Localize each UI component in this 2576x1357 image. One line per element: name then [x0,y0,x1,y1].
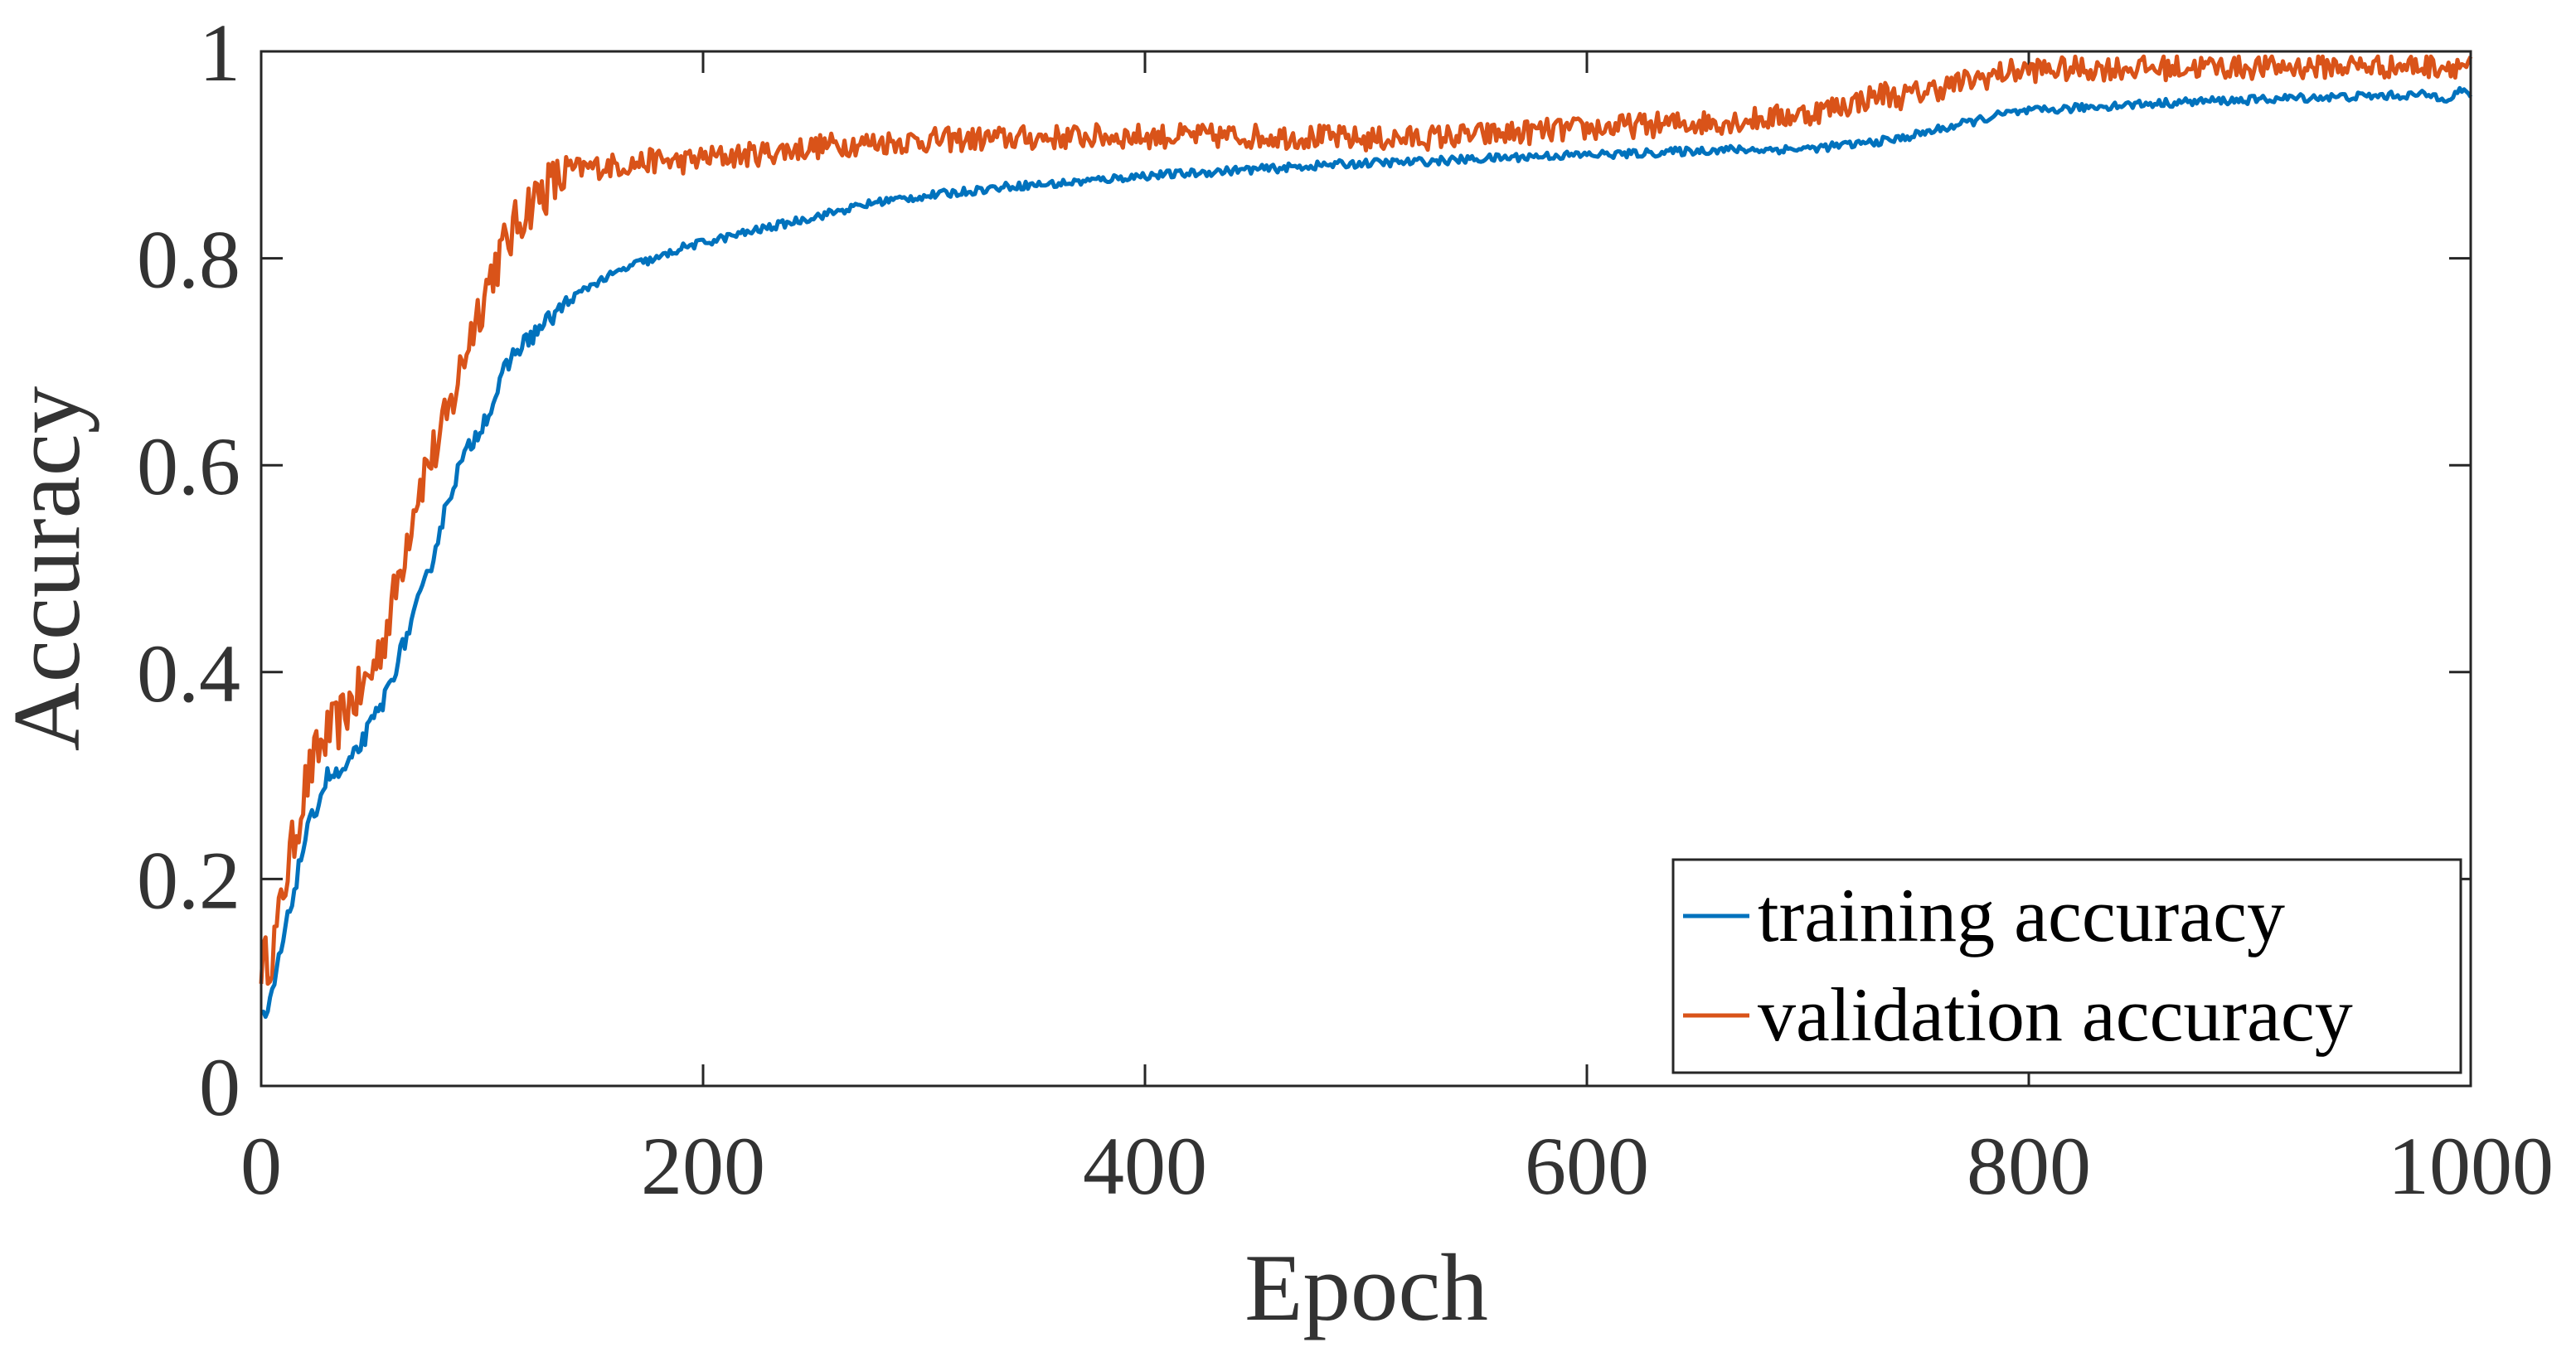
series-line-training [260,85,2473,1020]
x-tick-label: 400 [1083,1120,1207,1212]
y-tick-label: 0 [199,1041,240,1133]
legend-box [1671,858,2462,1074]
series-layer [259,54,2473,1020]
y-tick-label: 0.2 [137,834,240,926]
plot-frame [260,50,2472,1088]
y-tick-label: 1 [199,7,240,99]
y-axis-title: Accuracy [0,385,99,751]
y-tick-label: 0.8 [137,214,240,306]
x-tick-label: 0 [240,1120,282,1212]
legend-label-training: training accuracy [1758,873,2285,957]
x-axis-title: Epoch [1244,1235,1488,1340]
x-tick-label: 800 [1967,1120,2091,1212]
series-line-validation [259,54,2473,986]
x-tick-labels: 0 200 400 600 800 1000 [240,1120,2554,1212]
legend-label-validation: validation accuracy [1758,972,2353,1057]
x-tick-label: 200 [641,1120,765,1212]
x-tick-label: 1000 [2388,1120,2554,1212]
y-tick-label: 0.6 [137,420,240,512]
legend: training accuracy validation accuracy [1671,858,2462,1074]
y-tick-label: 0.4 [137,628,240,720]
x-tick-label: 600 [1525,1120,1649,1212]
y-tick-labels: 0 0.2 0.4 0.6 0.8 1 [137,7,240,1133]
